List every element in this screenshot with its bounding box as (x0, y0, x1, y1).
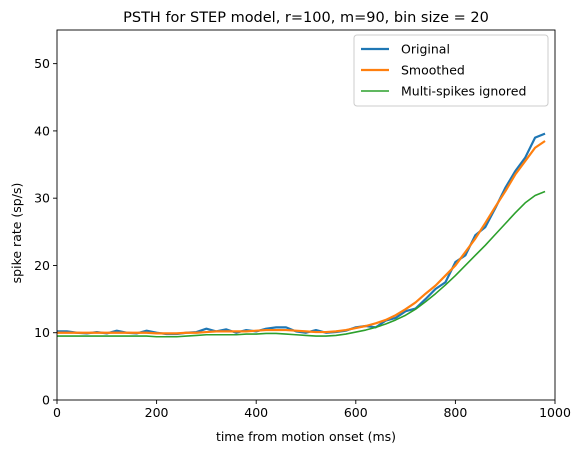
x-tick-label: 400 (244, 405, 268, 420)
y-axis-ticks: 0 10 20 30 40 50 (34, 56, 57, 408)
legend-label-2: Smoothed (401, 63, 465, 78)
y-tick-label: 20 (34, 258, 50, 273)
y-tick-label: 30 (34, 191, 50, 206)
y-tick-label: 10 (34, 325, 50, 340)
plot-area (56, 29, 556, 401)
legend-box (353, 34, 549, 107)
series-line-1 (57, 132, 546, 336)
legend-label-1: Original (401, 42, 450, 57)
x-tick-label: 600 (344, 405, 368, 420)
x-tick-label: 200 (145, 405, 169, 420)
series-line-2 (57, 140, 546, 335)
plot-frame (56, 29, 556, 401)
x-tick-label: 0 (53, 405, 61, 420)
chart-legend: Original Smoothed Multi-spikes ignored (353, 34, 549, 107)
x-tick-label: 800 (443, 405, 467, 420)
y-tick-label: 40 (34, 123, 50, 138)
x-tick-label: 1000 (539, 405, 571, 420)
x-axis-ticks: 0 200 400 600 800 1000 (53, 400, 571, 420)
series-line-3 (57, 190, 546, 338)
y-tick-label: 0 (42, 393, 50, 408)
legend-label-3: Multi-spikes ignored (401, 84, 526, 99)
y-tick-label: 50 (34, 56, 50, 71)
x-axis-label: time from motion onset (ms) (216, 429, 396, 444)
y-axis-label: spike rate (sp/s) (9, 183, 24, 284)
chart-title: PSTH for STEP model, r=100, m=90, bin si… (123, 10, 489, 26)
